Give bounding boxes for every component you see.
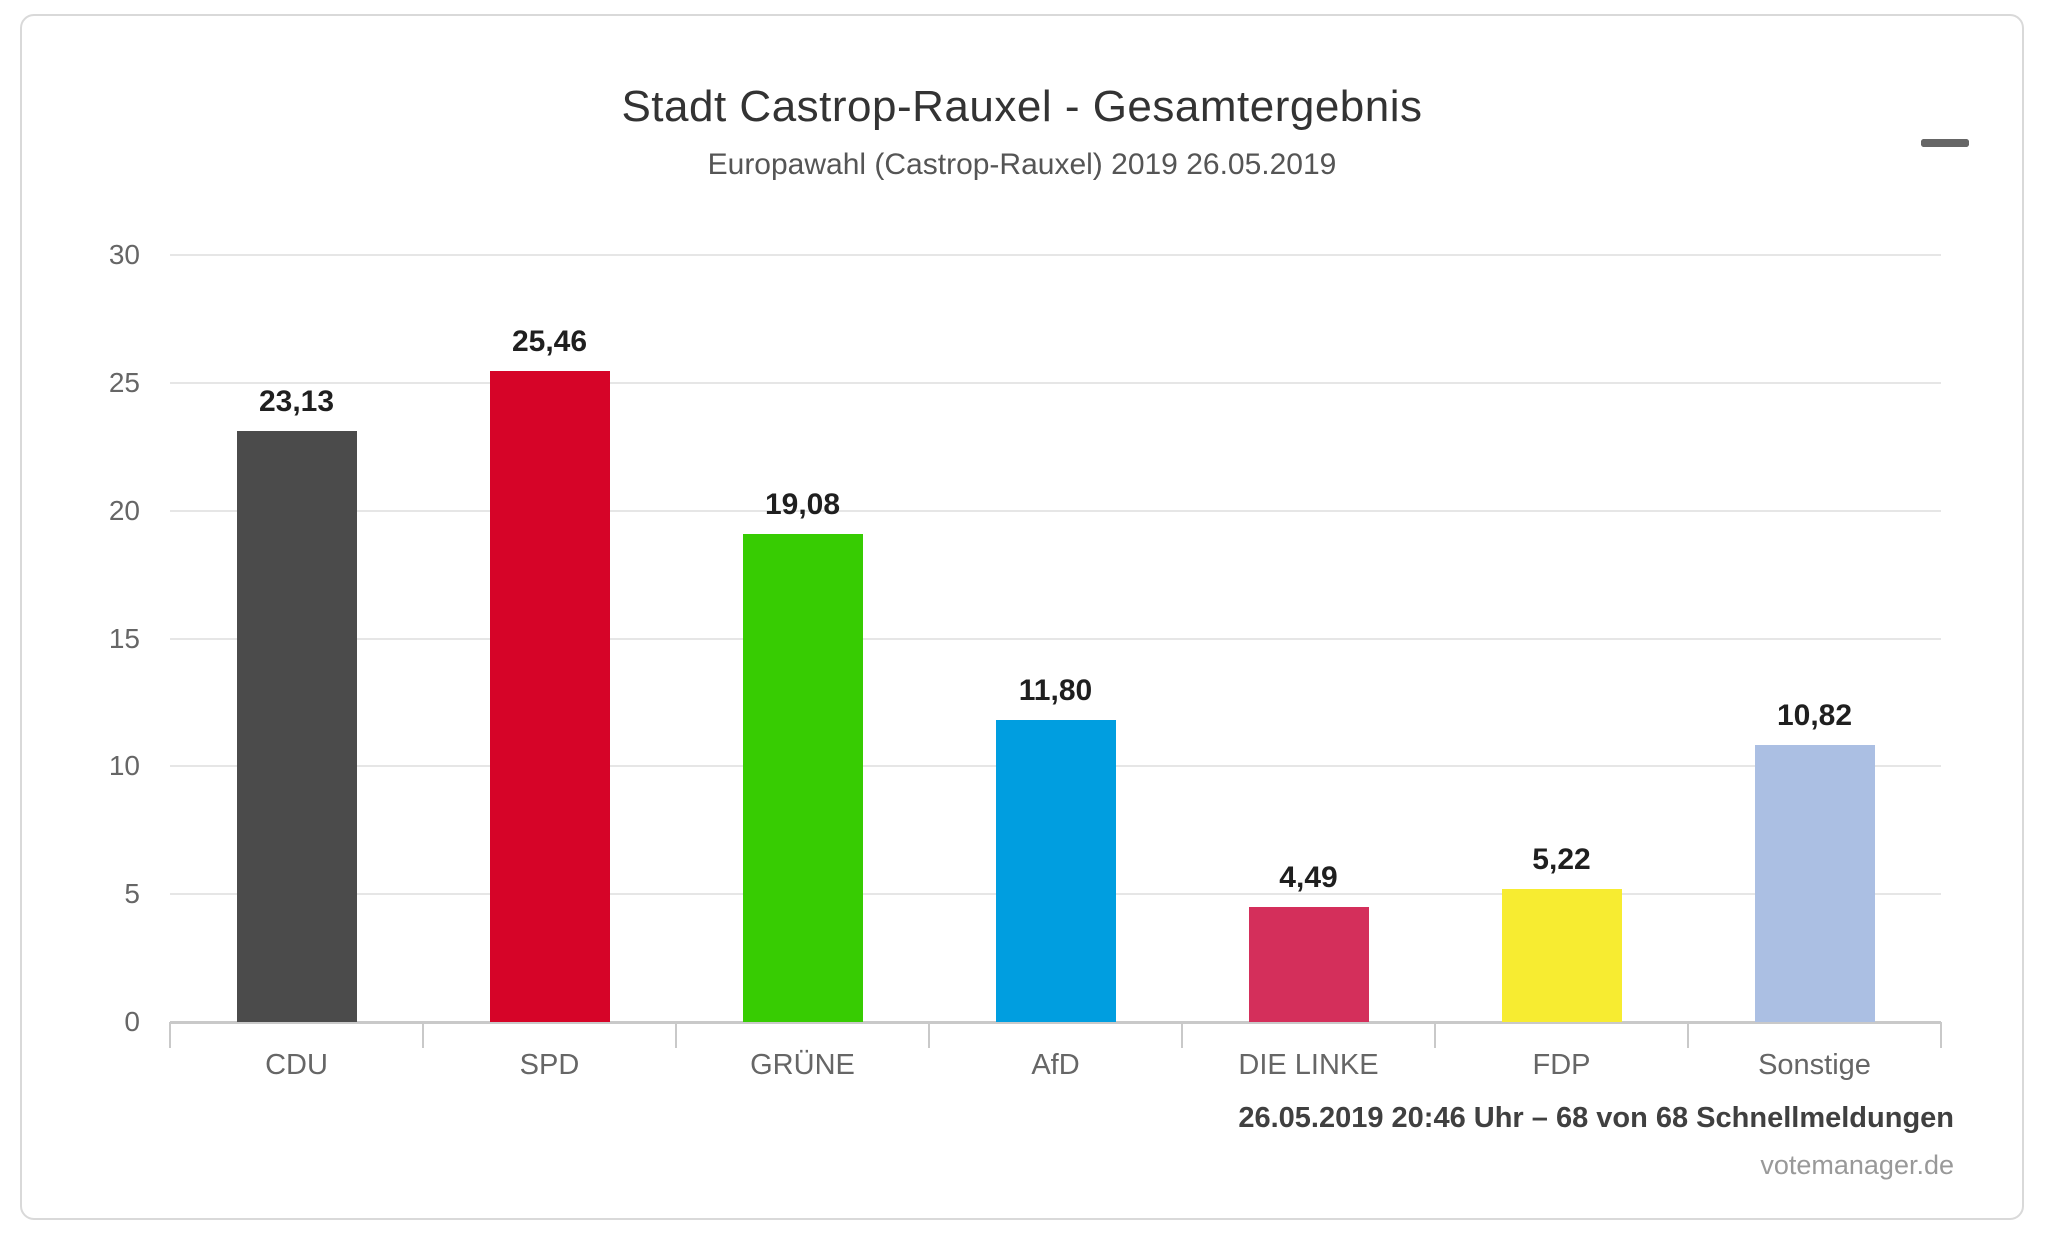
bar-sonstige[interactable] [1754, 745, 1875, 1022]
bar-gruene[interactable] [742, 534, 863, 1022]
bar-cdu[interactable] [236, 430, 357, 1022]
chart-title: Stadt Castrop-Rauxel - Gesamtergebnis [621, 82, 1423, 131]
bar-die-linke[interactable] [1248, 907, 1369, 1022]
status-line: 26.05.2019 20:46 Uhr – 68 von 68 Schnell… [1238, 1102, 1954, 1134]
chart-subtitle: Europawahl (Castrop-Rauxel) 2019 26.05.2… [707, 148, 1337, 181]
chart-context-menu-button[interactable] [1918, 116, 1972, 162]
bar-afd[interactable] [995, 720, 1116, 1022]
bar-spd[interactable] [489, 371, 610, 1022]
bar-fdp[interactable] [1501, 888, 1622, 1022]
credits-link[interactable]: votemanager.de [1760, 1150, 1954, 1180]
